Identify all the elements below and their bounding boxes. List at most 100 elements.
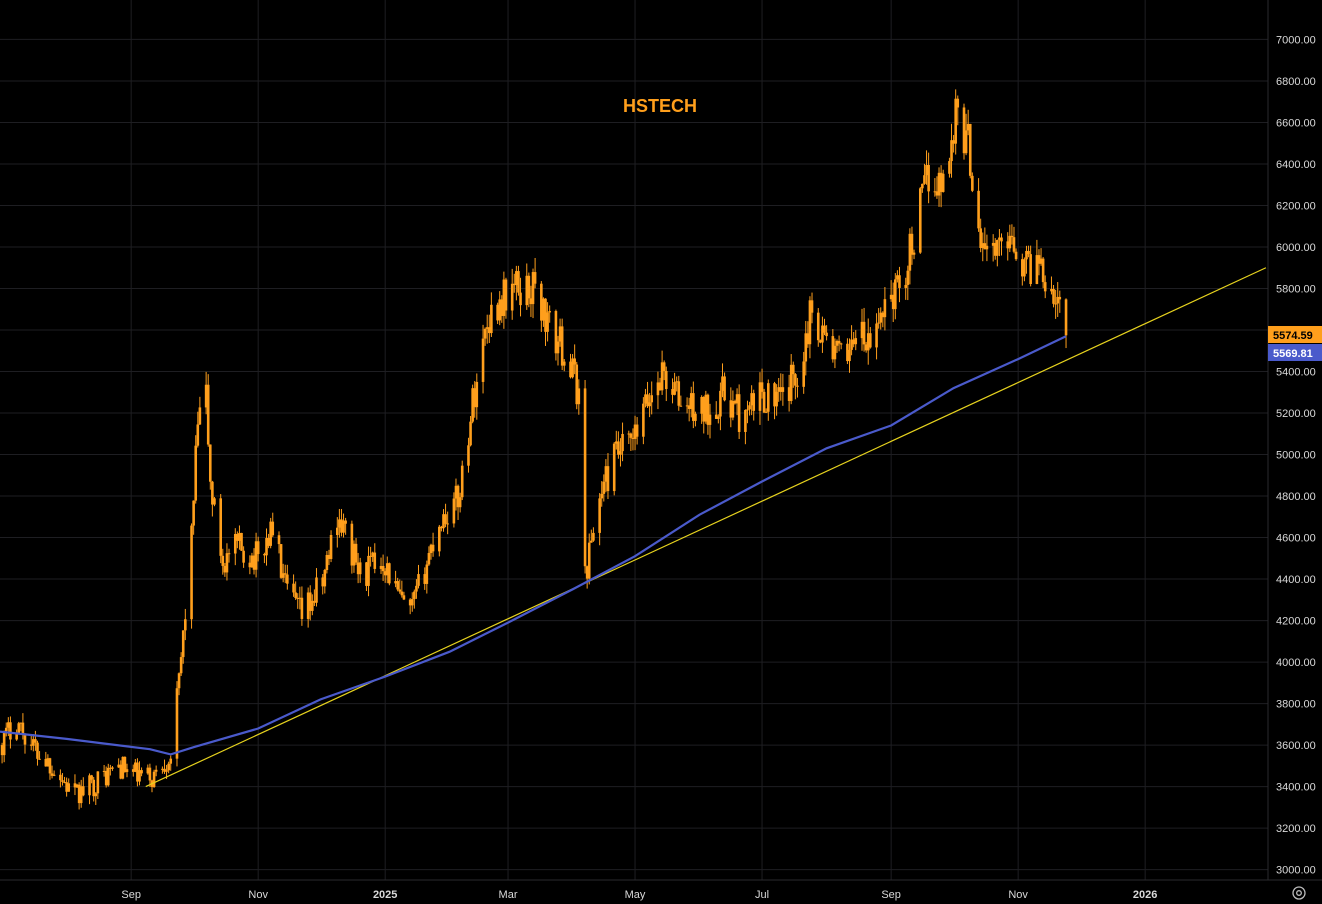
moving-average-layer xyxy=(0,335,1067,756)
candle xyxy=(73,774,77,796)
candle xyxy=(279,543,283,579)
candle xyxy=(1039,248,1043,266)
y-tick-label: 6800.00 xyxy=(1276,76,1316,88)
candle xyxy=(102,764,106,777)
candle xyxy=(748,401,751,416)
candle xyxy=(240,532,243,551)
candle xyxy=(1052,284,1055,308)
price-axis[interactable]: 7000.00 6800.00 6600.00 6400.00 6200.00 6000.… xyxy=(1276,34,1316,876)
candle xyxy=(38,751,41,760)
y-tick-label: 4800.00 xyxy=(1276,491,1316,503)
x-tick-label: Nov xyxy=(1008,889,1028,901)
trendline[interactable] xyxy=(145,267,1267,788)
candle xyxy=(213,496,216,507)
candle xyxy=(671,378,674,404)
candle xyxy=(562,358,566,372)
candle xyxy=(977,178,980,232)
candle xyxy=(396,577,399,592)
candle xyxy=(791,361,795,388)
candle xyxy=(369,546,372,567)
candle xyxy=(717,414,720,424)
candle xyxy=(604,459,608,493)
candle xyxy=(400,580,404,598)
x-tick-label: 2025 xyxy=(373,889,397,901)
candle xyxy=(365,561,368,591)
candle xyxy=(81,777,85,797)
candle xyxy=(556,335,560,366)
candle xyxy=(862,307,866,352)
candle xyxy=(846,338,849,365)
candle xyxy=(950,123,953,178)
candle xyxy=(163,759,166,774)
candle xyxy=(219,494,223,564)
candle xyxy=(104,766,108,788)
moving-average-tag xyxy=(1268,344,1322,361)
candle xyxy=(471,384,474,424)
candle xyxy=(894,273,897,320)
candle xyxy=(883,287,887,331)
candle xyxy=(835,339,839,353)
candle xyxy=(379,557,383,575)
candle xyxy=(735,388,739,416)
candle xyxy=(431,532,435,557)
candle xyxy=(764,408,768,413)
candle xyxy=(352,540,356,573)
x-tick-label: Jul xyxy=(755,889,769,901)
candle xyxy=(592,527,595,542)
candle xyxy=(342,513,345,538)
y-tick-label: 3800.00 xyxy=(1276,699,1316,711)
candle xyxy=(487,314,491,343)
candle xyxy=(733,399,737,405)
candle xyxy=(664,366,668,402)
candle xyxy=(138,761,141,786)
candle xyxy=(59,769,62,788)
candle xyxy=(36,740,39,766)
candle xyxy=(429,543,433,560)
candle xyxy=(1000,233,1003,256)
candle xyxy=(4,722,8,737)
candle xyxy=(662,360,666,381)
candle xyxy=(852,332,855,348)
time-axis[interactable]: Sep Nov 2025 Mar May Jul Sep Nov 2026 xyxy=(121,889,1157,901)
candle xyxy=(918,186,922,254)
candle xyxy=(0,742,4,764)
candle xyxy=(281,563,285,583)
candle xyxy=(1010,224,1014,245)
candle xyxy=(983,227,987,250)
candle xyxy=(775,384,778,416)
candle xyxy=(311,594,314,616)
candle xyxy=(96,771,100,800)
candle xyxy=(402,591,406,601)
candle xyxy=(485,314,489,344)
candle xyxy=(338,508,341,538)
candle xyxy=(656,371,660,410)
candle xyxy=(619,438,622,467)
last-price-label: 5574.59 xyxy=(1273,330,1313,342)
candle xyxy=(79,779,83,808)
candle xyxy=(968,123,972,179)
candle xyxy=(425,560,429,594)
candle xyxy=(198,396,202,425)
candle xyxy=(606,453,610,500)
candle xyxy=(540,281,543,332)
candle xyxy=(1027,245,1030,258)
candle xyxy=(308,585,312,621)
y-tick-label: 7000.00 xyxy=(1276,34,1316,46)
candle xyxy=(1023,257,1026,282)
candle xyxy=(1056,282,1060,317)
candle xyxy=(413,589,416,609)
candle xyxy=(906,265,910,301)
candle xyxy=(265,528,268,566)
candle xyxy=(806,321,810,348)
x-tick-label: 2026 xyxy=(1133,889,1157,901)
candle xyxy=(283,564,287,584)
moving-average-line[interactable] xyxy=(0,335,1067,756)
candle xyxy=(633,415,637,451)
candle xyxy=(964,113,968,156)
candle xyxy=(590,529,593,543)
candle xyxy=(106,763,110,787)
candle xyxy=(1021,253,1024,286)
settings-icon[interactable] xyxy=(1292,886,1306,900)
candle xyxy=(458,492,462,513)
candle xyxy=(533,257,537,289)
